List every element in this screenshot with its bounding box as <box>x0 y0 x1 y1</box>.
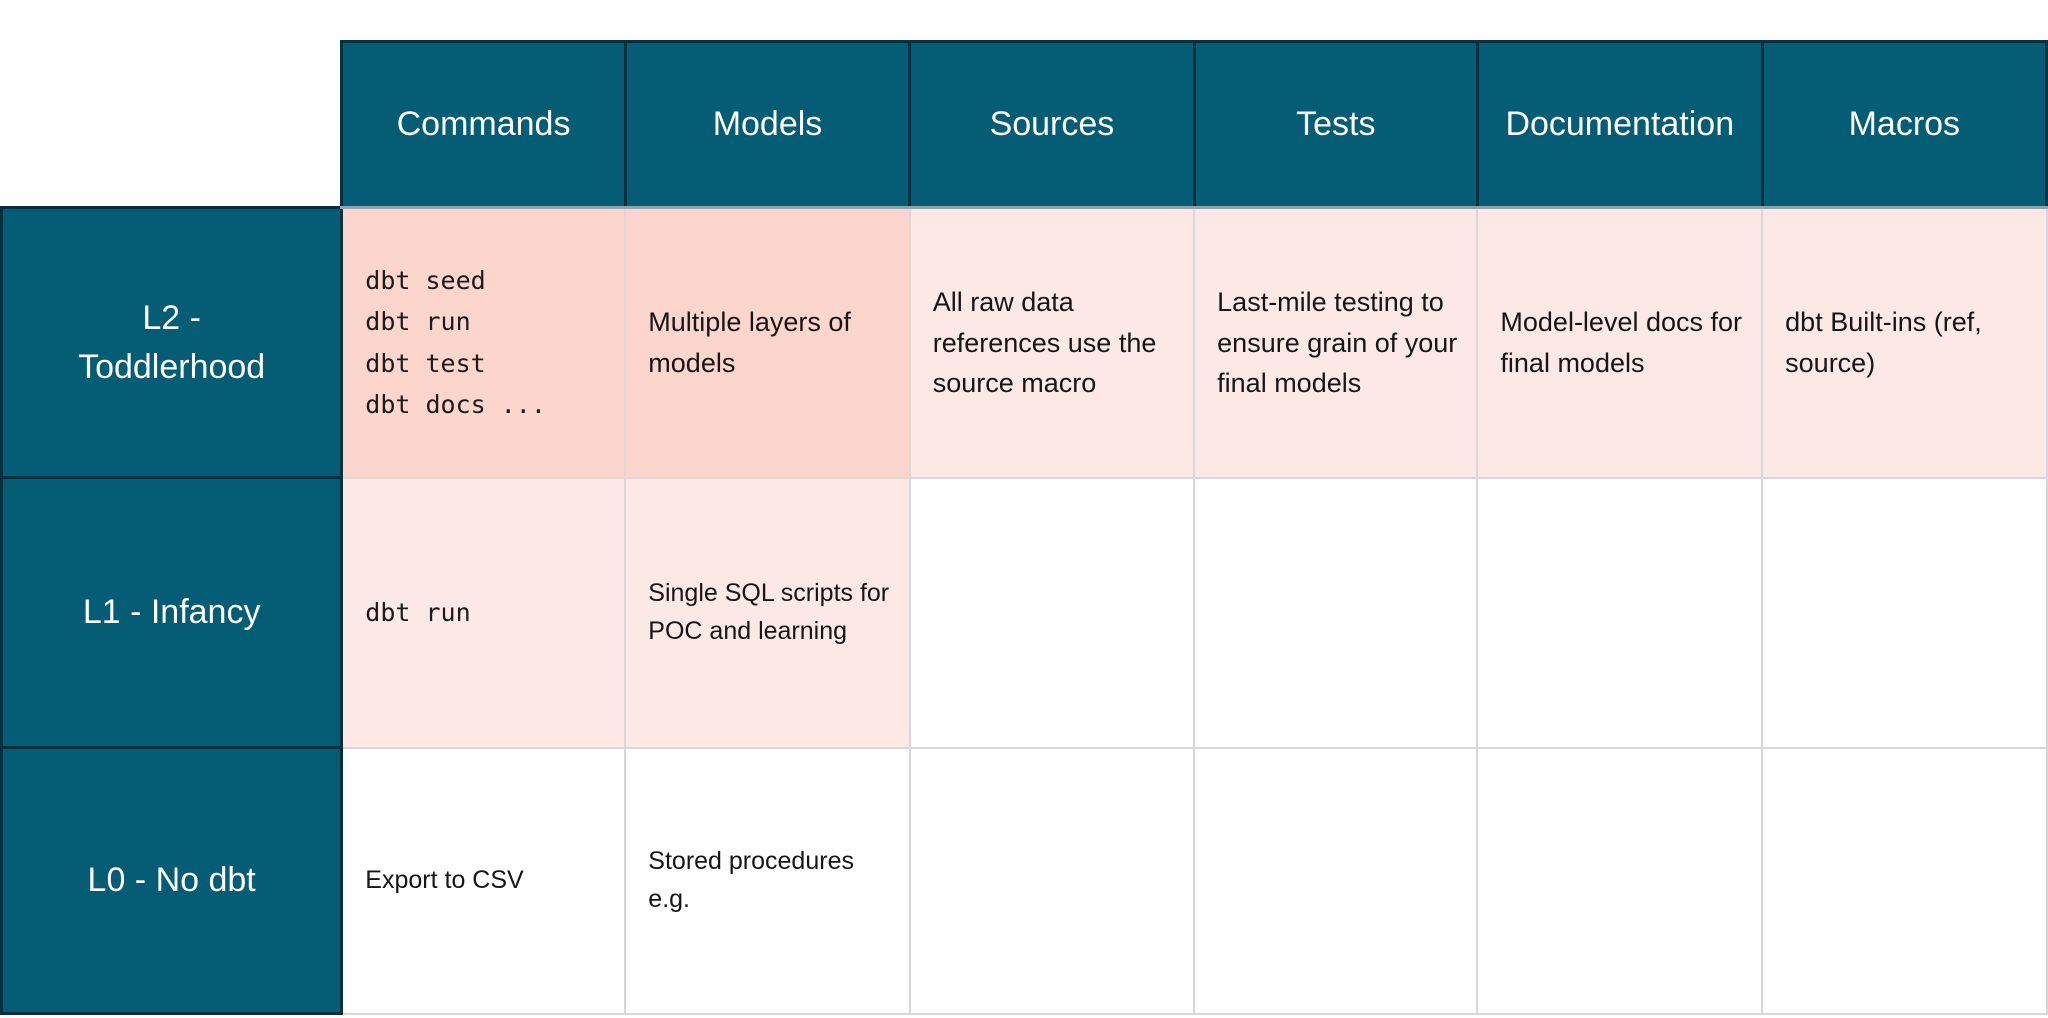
cell-l1-models: Single SQL scripts for POC and learning <box>624 476 911 749</box>
table-row-l0: L0 - No dbt Export to CSV Stored procedu… <box>0 746 2048 1015</box>
table-row-l1: L1 - Infancy dbt run Single SQL scripts … <box>0 476 2048 749</box>
row-header-l2-line1: L2 - <box>142 299 201 338</box>
cell-l1-macros <box>1761 476 2048 749</box>
cell-l2-tests: Last-mile testing to ensure grain of you… <box>1193 206 1479 479</box>
row-header-l0: L0 - No dbt <box>0 746 344 1015</box>
cell-l0-models: Stored procedures e.g. <box>624 746 911 1015</box>
row-header-l1-line1: L1 - Infancy <box>82 593 261 632</box>
cell-l0-tests <box>1193 746 1479 1015</box>
cell-l0-documentation <box>1476 746 1764 1015</box>
command-line: dbt run <box>365 307 471 337</box>
table-row-l2: L2 - Toddlerhood dbt seed dbt run dbt te… <box>0 206 2048 479</box>
header-cell-models: Models <box>623 40 912 209</box>
row-header-l2: L2 - Toddlerhood <box>0 206 344 479</box>
cell-l2-documentation: Model-level docs for final models <box>1476 206 1764 479</box>
row-header-l0-line1: L0 - No dbt <box>87 861 256 900</box>
header-cell-sources: Sources <box>908 40 1196 209</box>
command-line: dbt docs ... <box>365 390 546 420</box>
header-cell-tests: Tests <box>1192 40 1479 209</box>
header-cell-macros: Macros <box>1760 40 2048 209</box>
cell-l1-documentation <box>1476 476 1764 749</box>
cell-l1-sources <box>908 476 1196 749</box>
header-cell-commands: Commands <box>340 40 627 209</box>
cell-l1-commands: dbt run <box>340 476 627 749</box>
command-line: dbt test <box>365 348 486 378</box>
header-cell-documentation: Documentation <box>1475 40 1764 209</box>
corner-cell <box>1 41 342 208</box>
cell-l2-sources: All raw data references use the source m… <box>908 206 1196 479</box>
cell-l2-macros: dbt Built-ins (ref, source) <box>1761 206 2048 479</box>
cell-l0-commands: Export to CSV <box>340 746 627 1015</box>
cell-l1-tests <box>1193 476 1479 749</box>
command-line: dbt seed <box>365 265 486 295</box>
header-row: Commands Models Sources Tests Documentat… <box>1 40 2048 209</box>
maturity-table: Commands Models Sources Tests Documentat… <box>0 40 2048 1015</box>
row-header-l2-line2: Toddlerhood <box>78 347 266 386</box>
command-line: dbt run <box>365 597 471 627</box>
cell-l2-models: Multiple layers of models <box>624 206 911 479</box>
cell-l0-sources <box>908 746 1196 1015</box>
row-header-l1: L1 - Infancy <box>0 476 344 749</box>
cell-l0-macros <box>1761 746 2048 1015</box>
cell-l2-commands: dbt seed dbt run dbt test dbt docs ... <box>340 206 627 479</box>
